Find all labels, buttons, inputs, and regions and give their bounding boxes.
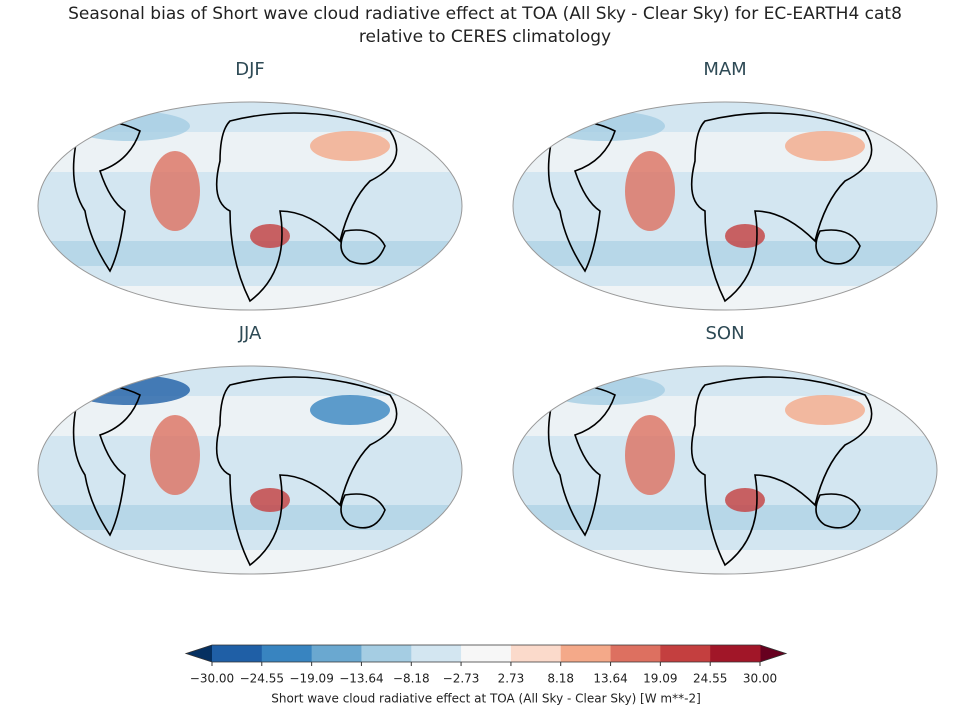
map bbox=[513, 102, 937, 310]
colorbar-tick-label: −24.55 bbox=[240, 672, 284, 686]
blob bbox=[725, 488, 765, 512]
colorbar-label: Short wave cloud radiative effect at TOA… bbox=[271, 692, 701, 706]
map-border bbox=[37, 101, 463, 311]
blob bbox=[150, 415, 200, 495]
map-border bbox=[512, 101, 938, 311]
colorbar-tick-label: −2.73 bbox=[443, 672, 480, 686]
map-border bbox=[512, 365, 938, 575]
panel-title: JJA bbox=[238, 323, 262, 344]
colorbar-bin bbox=[510, 645, 562, 662]
blob bbox=[150, 151, 200, 231]
map-border bbox=[37, 365, 463, 575]
figure-title: relative to CERES climatology bbox=[359, 27, 611, 47]
coastline bbox=[72, 385, 141, 537]
colorbar-bin bbox=[610, 645, 661, 662]
blob bbox=[310, 131, 390, 161]
blob bbox=[310, 395, 390, 425]
colorbar-tick-label: −19.09 bbox=[289, 672, 333, 686]
colorbar-bin bbox=[560, 645, 612, 662]
band bbox=[38, 505, 462, 530]
panel-title: SON bbox=[705, 323, 744, 344]
blob bbox=[625, 415, 675, 495]
colorbar-tick-label: 13.64 bbox=[593, 672, 627, 686]
coastline bbox=[815, 229, 861, 265]
colorbar-tick-label: 19.09 bbox=[643, 672, 677, 686]
coastline bbox=[340, 229, 386, 265]
colorbar-bin bbox=[361, 645, 412, 662]
blob bbox=[725, 224, 765, 248]
coastline bbox=[215, 112, 398, 303]
coastline bbox=[690, 112, 873, 303]
colorbar-tick-label: −13.64 bbox=[339, 672, 383, 686]
colorbar-tick-label: 2.73 bbox=[498, 672, 525, 686]
panel-title: MAM bbox=[703, 59, 746, 80]
band bbox=[38, 241, 462, 266]
colorbar-tick-label: −30.00 bbox=[190, 672, 234, 686]
panel-title: DJF bbox=[235, 59, 265, 80]
band bbox=[513, 241, 937, 266]
colorbar-tick-label: 8.18 bbox=[547, 672, 574, 686]
band bbox=[513, 505, 937, 530]
colorbar-tick-label: −8.18 bbox=[393, 672, 430, 686]
figure-title: Seasonal bias of Short wave cloud radiat… bbox=[68, 4, 902, 24]
coastline bbox=[215, 376, 398, 567]
blob bbox=[785, 395, 865, 425]
colorbar-bin bbox=[212, 645, 263, 662]
colorbar-bin bbox=[411, 645, 462, 662]
coastline bbox=[547, 385, 616, 537]
map bbox=[513, 366, 937, 574]
coastline bbox=[690, 376, 873, 567]
coastline bbox=[815, 493, 861, 529]
coastline bbox=[340, 493, 386, 529]
colorbar-bin bbox=[261, 645, 313, 662]
blob bbox=[250, 488, 290, 512]
blob bbox=[250, 224, 290, 248]
blob bbox=[785, 131, 865, 161]
map bbox=[38, 366, 462, 574]
colorbar-under bbox=[186, 645, 212, 662]
colorbar-bin bbox=[660, 645, 711, 662]
colorbar-bin bbox=[311, 645, 362, 662]
colorbar-tick-label: 30.00 bbox=[743, 672, 777, 686]
colorbar-bin bbox=[461, 645, 512, 662]
coastline bbox=[547, 121, 616, 273]
blob bbox=[625, 151, 675, 231]
colorbar-tick-label: 24.55 bbox=[693, 672, 727, 686]
map bbox=[38, 102, 462, 310]
colorbar-bin bbox=[710, 645, 761, 662]
coastline bbox=[72, 121, 141, 273]
colorbar-over bbox=[760, 645, 786, 662]
